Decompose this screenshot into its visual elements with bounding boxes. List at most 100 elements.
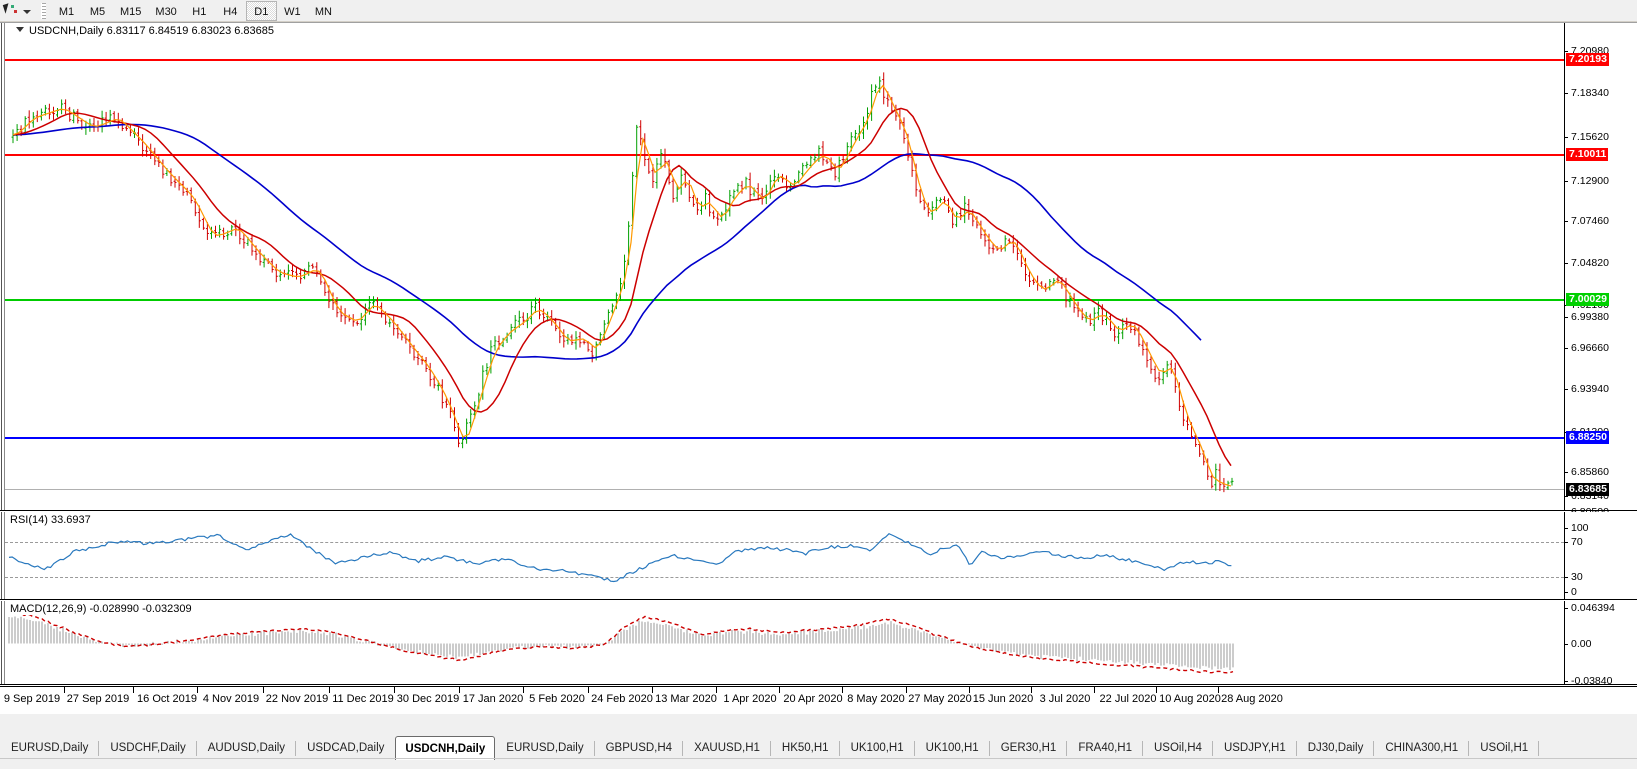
time-label: 30 Dec 2019 — [396, 693, 460, 705]
time-label: 10 Aug 2020 — [1159, 693, 1221, 705]
time-label: 11 Dec 2019 — [332, 693, 394, 705]
level-line-resistance-upper — [5, 59, 1564, 61]
time-label: 20 Apr 2020 — [783, 693, 843, 705]
time-label: 13 Mar 2020 — [655, 693, 717, 705]
chart-tab-xauusd-h1[interactable]: XAUUSD,H1 — [683, 738, 771, 759]
timeframe-h4[interactable]: H4 — [223, 5, 238, 18]
chart-tab-eurusd-daily[interactable]: EURUSD,Daily — [495, 738, 595, 759]
macd-plot[interactable] — [5, 601, 1564, 684]
timeframe-w1[interactable]: W1 — [284, 5, 301, 18]
timeframe-m15[interactable]: M15 — [120, 5, 142, 18]
time-tick — [523, 686, 524, 693]
chart-tab-eurusd-daily[interactable]: EURUSD,Daily — [0, 738, 100, 759]
time-label: 27 Sep 2019 — [66, 693, 130, 705]
timeframe-mn[interactable]: MN — [314, 5, 332, 18]
rsi-axis[interactable]: 100 70 30 0 — [1564, 512, 1637, 599]
rsi-pane[interactable]: RSI(14) 33.6937 100 70 30 0 — [0, 512, 1637, 600]
chart-area[interactable]: USDCNH,Daily 6.83117 6.84519 6.83023 6.8… — [0, 22, 1637, 713]
rsi-plot[interactable] — [5, 512, 1564, 599]
chart-tab-gbpusd-h4[interactable]: GBPUSD,H4 — [595, 738, 684, 759]
time-tick — [906, 686, 907, 693]
drag-handle-icon[interactable] — [39, 2, 48, 20]
chart-tab-bar[interactable]: EURUSD,Daily USDCHF,Daily AUDUSD,Daily USDC… — [0, 713, 1637, 769]
time-tick — [1156, 686, 1157, 693]
price-pane[interactable]: USDCNH,Daily 6.83117 6.84519 6.83023 6.8… — [0, 23, 1637, 518]
rsi-tick: 30 — [1564, 571, 1637, 584]
price-tick: 7.12900 — [1564, 175, 1637, 188]
level-line-pivot — [5, 299, 1564, 301]
chart-tab-fra40-h1[interactable]: FRA40,H1 — [1067, 738, 1143, 759]
crosshair-cursor-icon[interactable] — [2, 2, 20, 20]
time-tick — [263, 686, 264, 693]
chart-tab-usdcnh-daily[interactable]: USDCNH,Daily — [395, 736, 496, 760]
macd-axis[interactable]: 0.046394 0.00 -0.03840 — [1564, 601, 1637, 687]
rsi-tick: 70 — [1564, 536, 1637, 549]
time-label: 5 Feb 2020 — [529, 693, 585, 705]
price-tick: 6.93940 — [1564, 383, 1637, 396]
macd-pane[interactable]: MACD(12,26,9) -0.028990 -0.032309 0.0463… — [0, 601, 1637, 687]
timeframe-m30[interactable]: M30 — [155, 5, 177, 18]
candlestick-series — [11, 72, 1234, 493]
time-tick — [1094, 686, 1095, 693]
chart-tab-usdchf-daily[interactable]: USDCHF,Daily — [99, 738, 198, 759]
price-tick: 6.96660 — [1564, 342, 1637, 355]
time-label: 17 Jan 2020 — [462, 693, 524, 705]
timeframe-m5[interactable]: M5 — [89, 5, 106, 18]
time-axis[interactable]: 9 Sep 2019 27 Sep 2019 16 Oct 2019 4 Nov 20… — [0, 686, 1637, 713]
timeframe-m1[interactable]: M1 — [58, 5, 75, 18]
time-label: 16 Oct 2019 — [137, 693, 197, 705]
time-label: 24 Feb 2020 — [591, 693, 653, 705]
chart-tab-usdcad-daily[interactable]: USDCAD,Daily — [307, 742, 385, 754]
time-tick — [64, 686, 65, 693]
chart-tab-hk50-h1[interactable]: HK50,H1 — [771, 738, 840, 759]
timeframe-toolbar: M1 M5 M15 M30 H1 H4 D1 W1 MN — [0, 0, 1637, 22]
price-axis[interactable]: 7.20980 7.18340 7.15620 7.12900 7.07460 7.048… — [1564, 23, 1637, 518]
time-label: 1 Apr 2020 — [723, 693, 777, 705]
time-label: 4 Nov 2019 — [202, 693, 260, 705]
time-label: 22 Nov 2019 — [265, 693, 329, 705]
time-tick — [779, 686, 780, 693]
time-label: 27 May 2020 — [908, 693, 972, 705]
rsi-series — [8, 533, 1232, 583]
price-tick: 6.85860 — [1564, 466, 1637, 479]
macd-tick: 0.046394 — [1564, 602, 1637, 615]
timeframe-h1[interactable]: H1 — [192, 5, 207, 18]
pane-left-rail — [0, 601, 5, 684]
rsi-label: RSI(14) 33.6937 — [8, 514, 93, 526]
chart-tab-usoil-h4[interactable]: USOil,H4 — [1143, 738, 1213, 759]
time-label: 8 May 2020 — [847, 693, 905, 705]
time-label: 28 Aug 2020 — [1221, 693, 1283, 705]
timeframe-d1[interactable]: D1 — [245, 0, 277, 21]
price-tag-red: 7.20193 — [1566, 53, 1609, 66]
chevron-down-icon[interactable] — [16, 27, 24, 32]
macd-label: MACD(12,26,9) -0.028990 -0.032309 — [8, 603, 194, 615]
chart-tab-uk100-h1[interactable]: UK100,H1 — [840, 738, 915, 759]
chart-tab-ger30-h1[interactable]: GER30,H1 — [990, 738, 1068, 759]
pane-left-rail — [0, 23, 5, 510]
time-tick — [716, 686, 717, 693]
macd-tick: 0.00 — [1564, 638, 1637, 651]
time-tick — [842, 686, 843, 693]
rsi-level-70 — [5, 542, 1564, 543]
chart-symbol-label[interactable]: USDCNH,Daily 6.83117 6.84519 6.83023 6.8… — [14, 25, 277, 37]
chevron-down-icon[interactable] — [20, 2, 34, 20]
level-line-last-price — [5, 489, 1564, 490]
time-tick — [133, 686, 134, 693]
price-tick: 7.07460 — [1564, 215, 1637, 228]
rsi-level-30 — [5, 577, 1564, 578]
price-tag-black: 6.83685 — [1566, 483, 1609, 496]
macd-series — [8, 610, 1234, 674]
chart-tab-audusd-daily[interactable]: AUDUSD,Daily — [197, 738, 297, 759]
price-plot[interactable] — [5, 23, 1564, 510]
price-tick: 7.15620 — [1564, 131, 1637, 144]
chart-tab-usdjpy-h1[interactable]: USDJPY,H1 — [1213, 738, 1297, 759]
chart-tab-china300-h1[interactable]: CHINA300,H1 — [1374, 738, 1470, 759]
chart-tab-usoil-h1[interactable]: USOil,H1 — [1469, 738, 1540, 759]
time-label: 22 Jul 2020 — [1099, 693, 1157, 705]
price-tag-blue: 6.88250 — [1566, 431, 1609, 444]
chart-tab-uk100-h1[interactable]: UK100,H1 — [915, 738, 990, 759]
chart-header-text: USDCNH,Daily 6.83117 6.84519 6.83023 6.8… — [29, 25, 275, 37]
time-tick — [197, 686, 198, 693]
chart-tab-dj30-daily[interactable]: DJ30,Daily — [1297, 738, 1375, 759]
price-tick: 7.18340 — [1564, 87, 1637, 100]
